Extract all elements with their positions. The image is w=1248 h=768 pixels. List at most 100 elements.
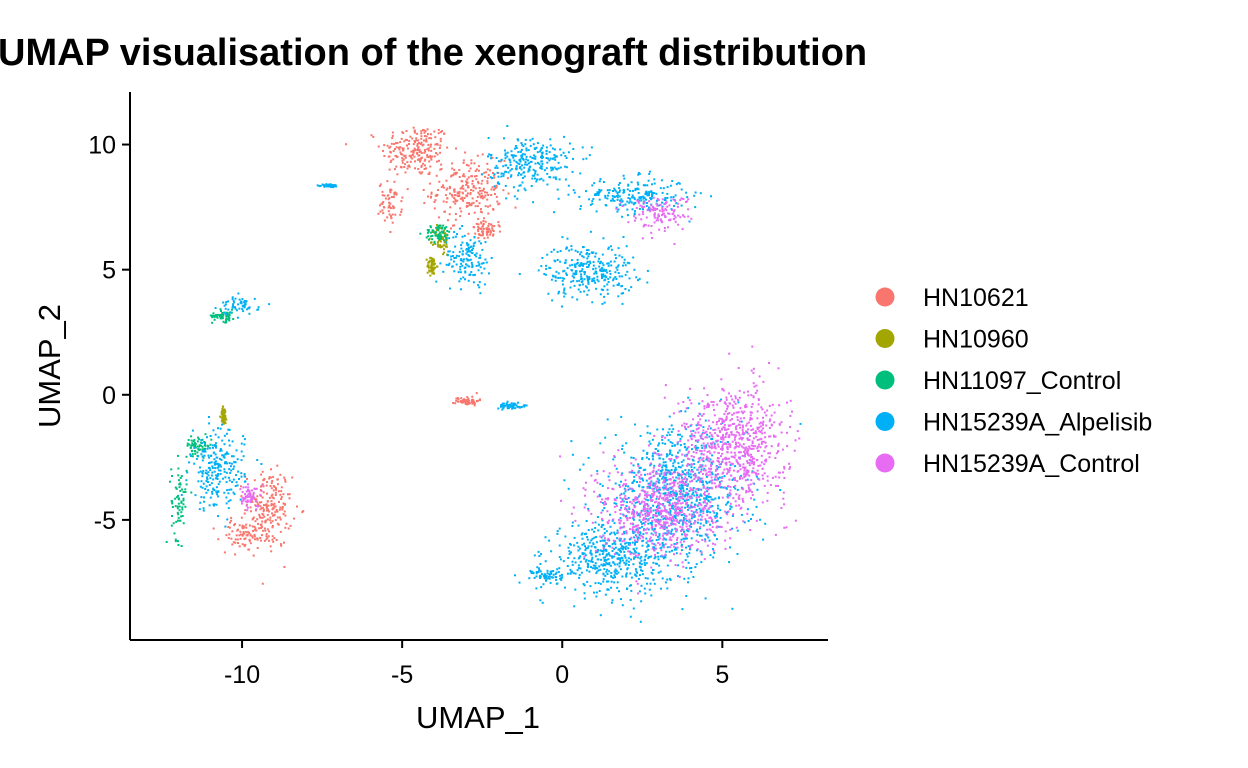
point — [569, 542, 571, 545]
point — [711, 435, 714, 438]
point — [648, 444, 650, 447]
point — [648, 458, 650, 461]
point — [729, 474, 732, 477]
point — [565, 157, 568, 159]
point — [205, 480, 208, 483]
point — [165, 541, 168, 543]
point — [555, 155, 558, 158]
point — [572, 148, 575, 150]
point — [590, 552, 593, 555]
point — [708, 425, 711, 428]
point — [545, 264, 548, 267]
point — [706, 514, 709, 517]
point — [749, 414, 752, 417]
point — [191, 453, 194, 456]
point — [465, 164, 468, 166]
point — [428, 137, 431, 140]
point — [551, 168, 554, 171]
point — [737, 456, 740, 459]
point — [587, 563, 589, 566]
point — [459, 187, 462, 190]
point — [392, 150, 395, 152]
chart-title: UMAP visualisation of the xenograft dist… — [0, 32, 867, 74]
point — [720, 448, 722, 450]
point — [687, 581, 689, 584]
point — [231, 308, 233, 311]
point — [673, 548, 676, 551]
point — [657, 571, 660, 574]
point — [593, 272, 596, 275]
point — [673, 460, 676, 463]
point — [444, 194, 447, 197]
point — [704, 436, 707, 439]
point — [646, 425, 649, 428]
point — [571, 521, 574, 524]
point — [431, 243, 434, 246]
point — [433, 201, 436, 203]
point — [488, 272, 490, 275]
point — [681, 526, 684, 529]
point — [733, 438, 736, 441]
point — [632, 457, 635, 459]
point — [188, 443, 191, 446]
point — [182, 503, 185, 506]
point — [215, 491, 218, 494]
point — [584, 285, 587, 288]
point — [497, 224, 500, 227]
point — [411, 153, 414, 156]
point — [693, 194, 696, 197]
point — [594, 267, 597, 270]
point — [647, 518, 650, 521]
point — [766, 491, 769, 494]
point — [747, 394, 750, 397]
point — [598, 565, 601, 568]
point — [432, 269, 435, 272]
point — [690, 402, 693, 405]
point — [614, 253, 617, 256]
point — [616, 265, 619, 268]
point — [633, 202, 636, 205]
point — [746, 461, 749, 464]
point — [532, 168, 535, 171]
point — [760, 406, 763, 409]
point — [656, 495, 658, 498]
point — [580, 251, 583, 254]
point — [487, 212, 490, 215]
point — [674, 546, 677, 549]
point — [666, 192, 669, 195]
point — [733, 412, 735, 415]
point — [648, 173, 651, 175]
point — [252, 516, 255, 519]
point — [527, 159, 529, 162]
point — [583, 557, 586, 560]
point — [638, 527, 641, 530]
point — [400, 200, 403, 203]
point — [479, 189, 482, 192]
point — [702, 472, 704, 475]
point — [774, 475, 777, 478]
point — [395, 155, 398, 157]
point — [699, 527, 701, 530]
point — [394, 148, 396, 150]
point — [700, 561, 703, 564]
point — [682, 401, 685, 403]
point — [594, 281, 597, 284]
point — [773, 435, 775, 438]
point — [208, 447, 211, 450]
point — [540, 147, 543, 150]
point — [587, 255, 590, 258]
point — [711, 482, 714, 485]
point — [261, 496, 264, 499]
point — [684, 521, 687, 524]
point — [607, 580, 610, 583]
point — [613, 555, 615, 558]
point — [203, 454, 206, 457]
point — [174, 505, 177, 508]
point — [594, 582, 597, 585]
point — [321, 183, 324, 186]
point — [446, 187, 449, 190]
point — [288, 497, 291, 500]
point — [392, 196, 395, 199]
point — [206, 472, 209, 475]
point — [600, 189, 603, 192]
